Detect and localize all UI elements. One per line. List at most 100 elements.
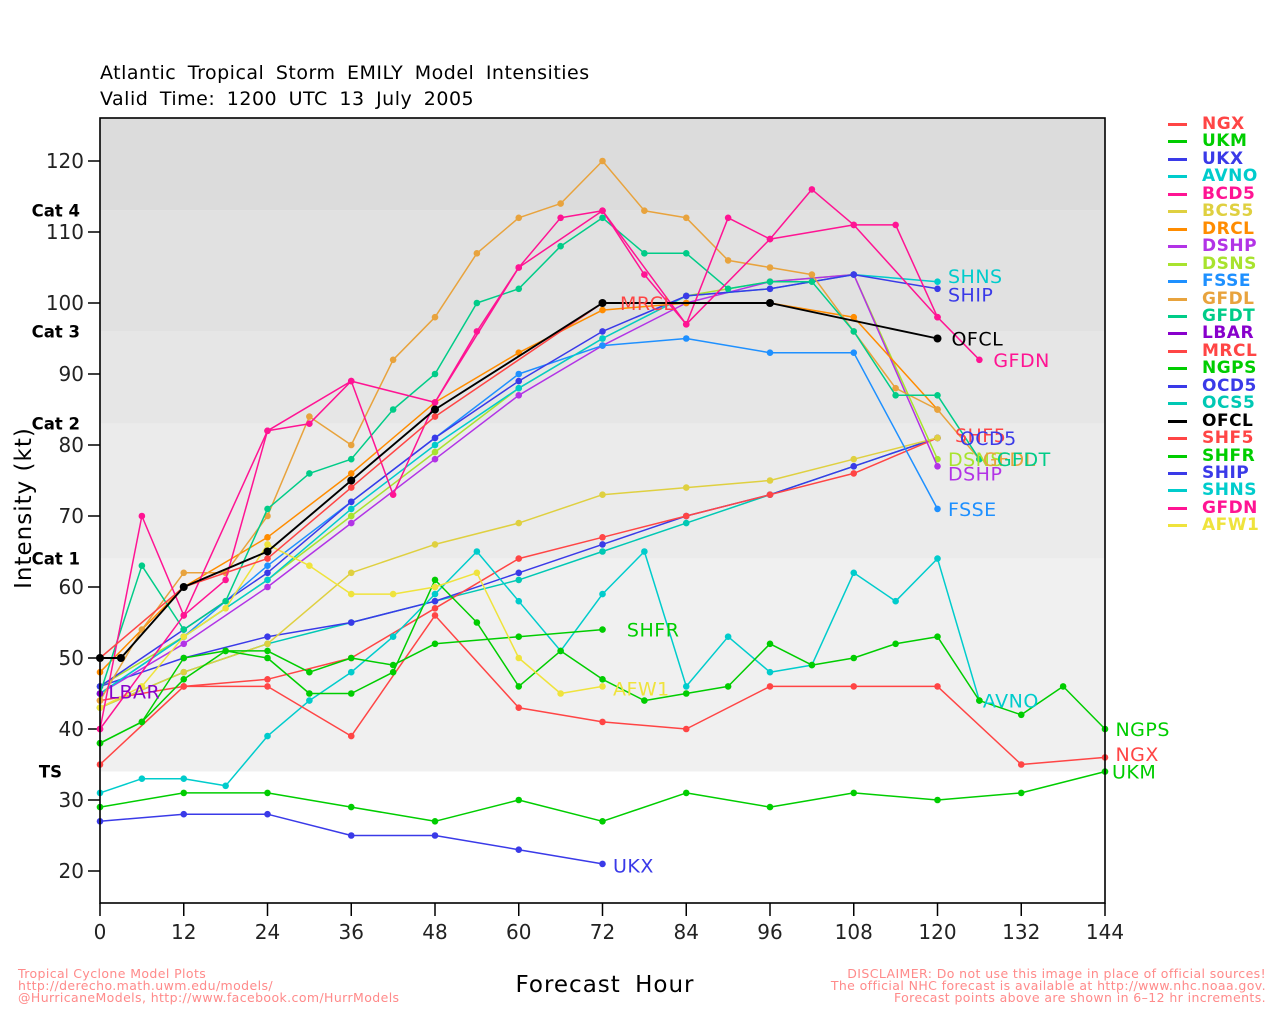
legend-swatch [1168,524,1187,528]
annotation-ship: SHIP [948,284,993,306]
data-point [515,796,523,804]
data-point [976,455,983,463]
data-point [766,491,774,499]
data-point [850,313,858,321]
data-point [222,647,229,655]
x-tick-label: 12 [171,920,196,944]
data-point [682,789,690,797]
annotation-ngps: NGPS [1115,719,1169,741]
annotation-lbar: LBAR [108,681,160,703]
series-shfr [96,626,606,747]
annotation-dsns: DSNS [948,449,1003,471]
legend-label: SHF5 [1202,428,1254,449]
series-path [99,160,980,701]
legend-item-drcl: DRCL [1168,220,1255,238]
data-point [557,647,564,655]
data-point [515,597,523,605]
data-point [1017,789,1025,797]
valid-time-line: Valid Time: 1200 UTC 13 July 2005 [100,88,475,110]
legend-label: FSSE [1202,271,1251,292]
x-tick-label: 144 [1086,920,1124,944]
legend-item-afw1: AFW1 [1168,517,1259,534]
data-point [138,683,146,690]
data-point [850,349,858,357]
legend-swatch [1168,175,1187,179]
data-point [557,690,564,697]
series-ofcl [96,299,942,662]
data-point [599,541,606,548]
data-point [431,832,439,839]
data-point [641,548,648,555]
credit-text: Tropical Cyclone Model Plots http://dere… [18,967,399,1004]
series-path [99,302,603,659]
category-label: Cat 1 [32,550,80,569]
data-point [515,555,523,562]
y-tick-label: 80 [59,433,84,457]
legend-label: DSNS [1202,253,1257,274]
x-tick-label: 0 [94,920,107,944]
data-point [347,505,355,513]
x-tick-label: 72 [590,920,615,944]
legend-label: SHFR [1202,445,1256,466]
legend-item-lbar: LBAR [1168,325,1254,342]
data-point [389,406,397,413]
data-point [347,519,355,527]
legend-item-ofcl: OFCL [1168,412,1253,430]
data-point [264,647,271,655]
data-point [264,732,271,740]
data-point [515,519,523,527]
data-point [557,200,564,207]
legend-item-ukm: UKM [1168,133,1247,150]
category-label: Cat 4 [32,202,80,221]
data-point [180,676,188,683]
data-point [138,512,146,520]
data-point [766,264,774,271]
data-point [222,782,229,790]
data-point [473,569,481,577]
data-point [850,271,858,278]
band [100,771,1105,903]
data-point [389,590,397,598]
data-point [264,810,271,818]
data-point [389,668,397,676]
data-point [264,676,271,683]
legend-swatch [1168,437,1187,441]
data-point [347,498,355,506]
legend-item-bcs5: BCS5 [1168,203,1254,220]
data-point [766,299,774,307]
data-point [766,349,774,357]
disclaimer-line2: The official NHC forecast is available a… [830,978,1266,993]
legend-item-ocs5: OCS5 [1168,395,1255,412]
data-point [515,683,523,690]
data-point [682,214,690,222]
legend-swatch [1168,402,1187,406]
annotation-afw1: AFW1 [613,679,670,701]
data-point [515,264,523,271]
data-point [389,633,397,640]
data-point [180,612,188,619]
annotation-mrcl: MRCL [620,293,675,315]
data-point [515,569,523,577]
data-point [347,512,355,520]
data-point [933,334,942,343]
series-ukx [96,810,606,868]
data-point [347,484,355,491]
data-point [599,328,606,335]
series-lines [96,157,1109,868]
data-point [264,683,271,690]
data-point [306,697,313,704]
data-point [850,328,858,335]
data-point [180,810,188,818]
data-point [431,597,439,605]
disclaimer-text: DISCLAIMER: Do not use this image in pla… [830,967,1266,1004]
data-point [850,654,858,662]
data-point [515,384,523,392]
data-point [347,476,356,485]
data-point [850,789,858,797]
data-point [934,434,941,442]
legend-label: DSHP [1202,236,1258,257]
legend-label: AFW1 [1202,515,1260,536]
legend-item-ngps: NGPS [1168,360,1257,377]
data-point [766,477,774,484]
